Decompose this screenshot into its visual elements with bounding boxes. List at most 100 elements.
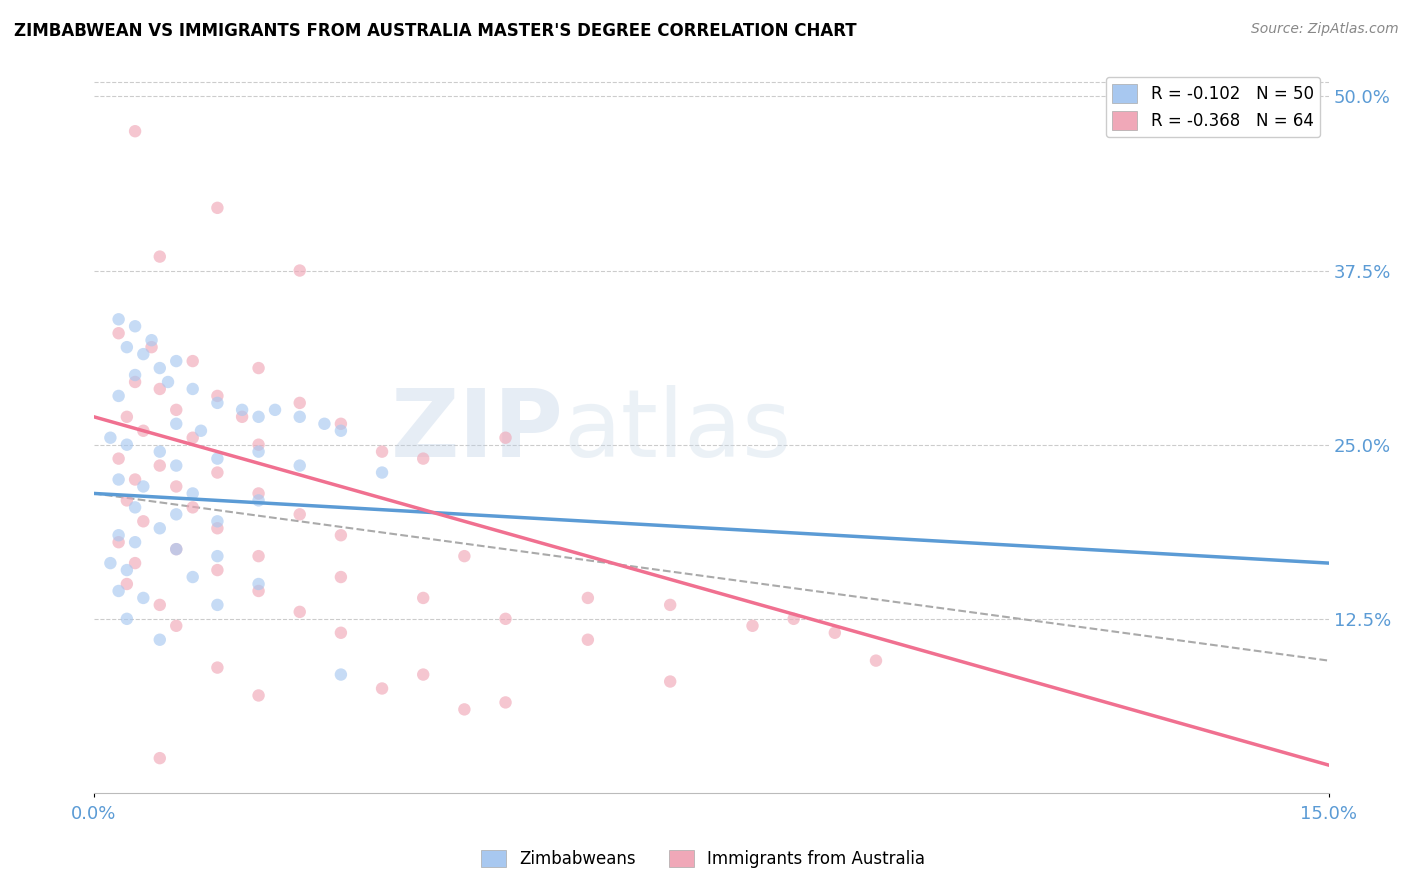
Point (132, 424, 155, 438)
Point (181, 486, 204, 500)
Point (453, 549, 475, 563)
Point (371, 466, 394, 480)
Legend: R = -0.102   N = 50, R = -0.368   N = 64: R = -0.102 N = 50, R = -0.368 N = 64 (1105, 77, 1320, 137)
Point (576, 632, 599, 647)
Point (207, 549, 229, 563)
Point (149, 250, 172, 264)
Point (124, 556, 146, 570)
Point (107, 389, 129, 403)
Point (132, 479, 155, 493)
Point (149, 598, 172, 612)
Point (659, 598, 682, 612)
Point (107, 451, 129, 466)
Point (371, 444, 394, 458)
Point (115, 493, 138, 508)
Point (107, 584, 129, 599)
Point (288, 508, 311, 522)
Point (190, 424, 212, 438)
Point (412, 591, 434, 605)
Point (181, 570, 204, 584)
Point (132, 591, 155, 605)
Point (207, 466, 229, 480)
Point (741, 619, 763, 633)
Point (329, 424, 352, 438)
Point (207, 660, 229, 674)
Point (288, 458, 311, 473)
Point (495, 612, 517, 626)
Point (100, 556, 122, 570)
Point (207, 514, 229, 528)
Point (329, 570, 352, 584)
Text: ZIMBABWEAN VS IMMIGRANTS FROM AUSTRALIA MASTER'S DEGREE CORRELATION CHART: ZIMBABWEAN VS IMMIGRANTS FROM AUSTRALIA … (14, 22, 856, 40)
Point (264, 402, 287, 417)
Point (247, 493, 270, 508)
Point (288, 263, 311, 277)
Point (247, 549, 270, 563)
Text: Source: ZipAtlas.com: Source: ZipAtlas.com (1251, 22, 1399, 37)
Point (576, 591, 599, 605)
Point (207, 563, 229, 577)
Point (495, 431, 517, 445)
Point (495, 695, 517, 709)
Point (107, 528, 129, 542)
Point (181, 382, 204, 396)
Point (107, 326, 129, 341)
Point (453, 702, 475, 716)
Point (149, 382, 172, 396)
Point (124, 473, 146, 487)
Point (149, 361, 172, 376)
Point (157, 375, 180, 389)
Point (181, 354, 204, 368)
Point (824, 625, 846, 640)
Point (149, 444, 172, 458)
Legend: Zimbabweans, Immigrants from Australia: Zimbabweans, Immigrants from Australia (474, 843, 932, 875)
Point (149, 458, 172, 473)
Point (247, 577, 270, 591)
Point (107, 473, 129, 487)
Point (165, 542, 187, 557)
Point (247, 438, 270, 452)
Point (132, 347, 155, 361)
Point (231, 409, 253, 424)
Point (329, 667, 352, 681)
Point (165, 479, 187, 493)
Point (181, 431, 204, 445)
Point (107, 312, 129, 326)
Point (314, 417, 336, 431)
Point (165, 417, 187, 431)
Point (165, 508, 187, 522)
Point (207, 521, 229, 535)
Point (247, 486, 270, 500)
Point (132, 514, 155, 528)
Point (329, 528, 352, 542)
Point (247, 584, 270, 599)
Point (659, 674, 682, 689)
Point (329, 417, 352, 431)
Point (149, 632, 172, 647)
Point (124, 124, 146, 138)
Point (288, 396, 311, 410)
Point (124, 535, 146, 549)
Point (207, 451, 229, 466)
Point (165, 458, 187, 473)
Point (100, 431, 122, 445)
Point (115, 577, 138, 591)
Point (288, 409, 311, 424)
Point (165, 619, 187, 633)
Point (247, 361, 270, 376)
Point (231, 402, 253, 417)
Text: atlas: atlas (564, 384, 792, 476)
Point (165, 354, 187, 368)
Point (115, 409, 138, 424)
Point (247, 409, 270, 424)
Point (412, 667, 434, 681)
Point (141, 340, 163, 354)
Point (149, 521, 172, 535)
Text: ZIP: ZIP (391, 384, 564, 476)
Point (782, 612, 804, 626)
Point (181, 500, 204, 515)
Point (115, 563, 138, 577)
Point (124, 319, 146, 334)
Point (865, 654, 887, 668)
Point (124, 375, 146, 389)
